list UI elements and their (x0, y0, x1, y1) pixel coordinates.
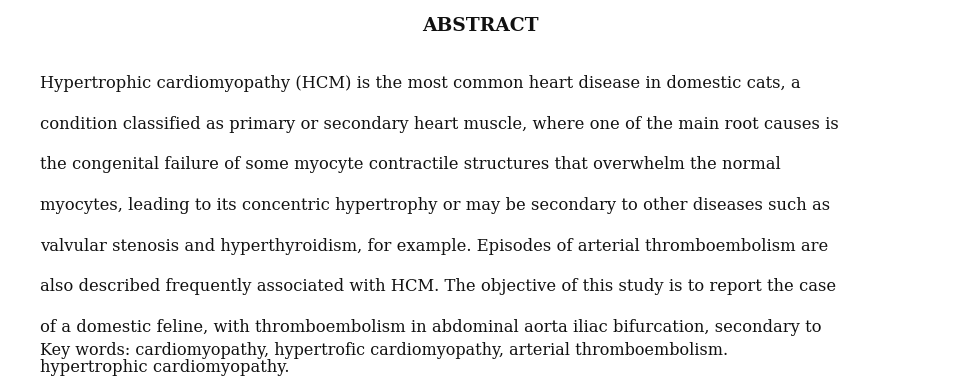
Text: Key words: cardiomyopathy, hypertrofic cardiomyopathy, arterial thromboembolism.: Key words: cardiomyopathy, hypertrofic c… (40, 342, 729, 359)
Text: the congenital failure of some myocyte contractile structures that overwhelm the: the congenital failure of some myocyte c… (40, 156, 781, 173)
Text: of a domestic feline, with thromboembolism in abdominal aorta iliac bifurcation,: of a domestic feline, with thromboemboli… (40, 319, 822, 336)
Text: myocytes, leading to its concentric hypertrophy or may be secondary to other dis: myocytes, leading to its concentric hype… (40, 197, 830, 214)
Text: Hypertrophic cardiomyopathy (HCM) is the most common heart disease in domestic c: Hypertrophic cardiomyopathy (HCM) is the… (40, 75, 801, 92)
Text: ABSTRACT: ABSTRACT (421, 17, 539, 35)
Text: also described frequently associated with HCM. The objective of this study is to: also described frequently associated wit… (40, 278, 836, 295)
Text: condition classified as primary or secondary heart muscle, where one of the main: condition classified as primary or secon… (40, 116, 839, 133)
Text: valvular stenosis and hyperthyroidism, for example. Episodes of arterial thrombo: valvular stenosis and hyperthyroidism, f… (40, 238, 828, 255)
Text: hypertrophic cardiomyopathy.: hypertrophic cardiomyopathy. (40, 359, 290, 376)
